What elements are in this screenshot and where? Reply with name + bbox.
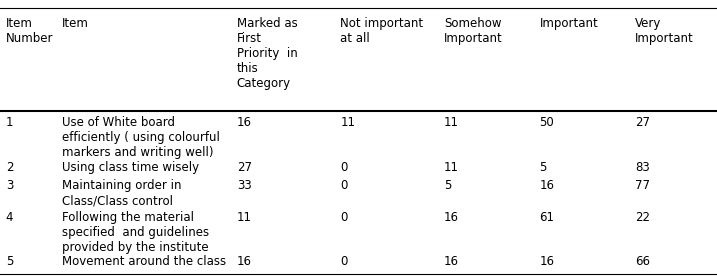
Text: 0: 0 <box>341 211 348 224</box>
Text: Following the material
specified  and guidelines
provided by the institute: Following the material specified and gui… <box>62 211 209 254</box>
Text: 5: 5 <box>444 179 451 193</box>
Text: 11: 11 <box>237 211 252 224</box>
Text: 11: 11 <box>444 116 459 129</box>
Text: 0: 0 <box>341 161 348 174</box>
Text: 66: 66 <box>635 255 650 268</box>
Text: 16: 16 <box>444 211 459 224</box>
Text: Item
Number: Item Number <box>6 17 53 45</box>
Text: 16: 16 <box>539 179 554 193</box>
Text: 5: 5 <box>6 255 13 268</box>
Text: 16: 16 <box>237 116 252 129</box>
Text: 27: 27 <box>635 116 650 129</box>
Text: 61: 61 <box>539 211 554 224</box>
Text: Not important
at all: Not important at all <box>341 17 424 45</box>
Text: 1: 1 <box>6 116 13 129</box>
Text: 33: 33 <box>237 179 252 193</box>
Text: Important: Important <box>539 17 598 30</box>
Text: 11: 11 <box>444 161 459 174</box>
Text: Item: Item <box>62 17 88 30</box>
Text: 27: 27 <box>237 161 252 174</box>
Text: 0: 0 <box>341 179 348 193</box>
Text: 77: 77 <box>635 179 650 193</box>
Text: Movement around the class: Movement around the class <box>62 255 226 268</box>
Text: Marked as
First
Priority  in
this
Category: Marked as First Priority in this Categor… <box>237 17 298 90</box>
Text: Use of White board
efficiently ( using colourful
markers and writing well): Use of White board efficiently ( using c… <box>62 116 219 159</box>
Text: 16: 16 <box>444 255 459 268</box>
Text: Using class time wisely: Using class time wisely <box>62 161 199 174</box>
Text: 50: 50 <box>539 116 554 129</box>
Text: 16: 16 <box>237 255 252 268</box>
Text: 0: 0 <box>341 255 348 268</box>
Text: 5: 5 <box>539 161 547 174</box>
Text: 16: 16 <box>539 255 554 268</box>
Text: 83: 83 <box>635 161 650 174</box>
Text: 3: 3 <box>6 179 13 193</box>
Text: 22: 22 <box>635 211 650 224</box>
Text: Maintaining order in
Class/Class control: Maintaining order in Class/Class control <box>62 179 181 207</box>
Text: 4: 4 <box>6 211 13 224</box>
Text: Somehow
Important: Somehow Important <box>444 17 503 45</box>
Text: Very
Important: Very Important <box>635 17 694 45</box>
Text: 11: 11 <box>341 116 356 129</box>
Text: 2: 2 <box>6 161 13 174</box>
